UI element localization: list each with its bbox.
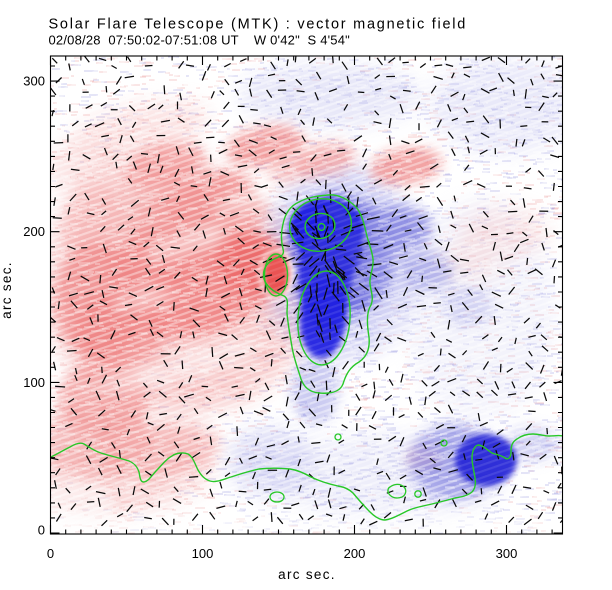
svg-text:200: 200 [344, 546, 366, 561]
svg-text:arc sec.: arc sec. [278, 567, 336, 582]
svg-text:0: 0 [47, 546, 54, 561]
svg-text:0: 0 [38, 523, 45, 538]
svg-text:300: 300 [496, 546, 518, 561]
svg-text:arc sec.: arc sec. [0, 261, 14, 319]
svg-text:100: 100 [23, 375, 45, 390]
svg-text:02/08/28 07:50:02-07:51:08 UT: 02/08/28 07:50:02-07:51:08 UT W 0'42" S … [49, 33, 351, 48]
svg-text:200: 200 [23, 224, 45, 239]
svg-text:300: 300 [23, 74, 45, 89]
svg-text:Solar Flare Telescope (MTK) :: Solar Flare Telescope (MTK) : vector mag… [49, 17, 468, 33]
svg-text:100: 100 [192, 546, 214, 561]
